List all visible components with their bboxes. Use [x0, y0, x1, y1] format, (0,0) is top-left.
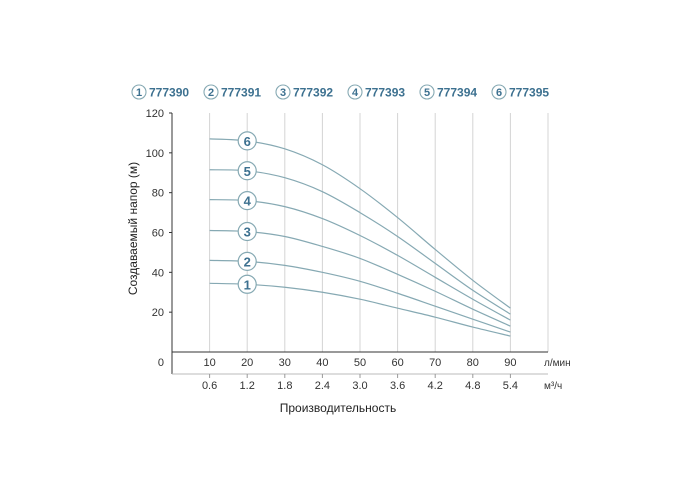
y-tick-label: 20: [152, 307, 164, 319]
curve-line-1: [209, 282, 511, 337]
curve-number-circle-5: [237, 161, 257, 181]
x2-tick-label: 0.6: [202, 380, 217, 392]
x-tick-label: 90: [504, 357, 516, 369]
x-tick-label: 50: [354, 357, 366, 369]
legend-number: 6: [496, 87, 502, 99]
legend-number-circle-6: [491, 84, 507, 100]
grid-layer: [209, 113, 549, 352]
legend-number: 5: [424, 87, 430, 99]
x-tick-label: 10: [203, 357, 215, 369]
y-tick-label: 100: [146, 148, 164, 160]
curve-line-5: [209, 169, 511, 315]
legend-number-circle-1: [131, 84, 147, 100]
curve-number-circle-2: [237, 251, 257, 271]
legend-series-name: 777392: [293, 86, 333, 100]
curve-number-circle-6: [237, 131, 257, 151]
legend-number: 1: [136, 87, 142, 99]
curve-number-label: 2: [244, 254, 251, 269]
curve-line-3: [209, 229, 511, 327]
x2-tick-label: 4.8: [465, 380, 480, 392]
legend-number-circle-5: [419, 84, 435, 100]
legend-number-circle-2: [203, 84, 219, 100]
legend-number-circle-3: [275, 84, 291, 100]
legend-series-name: 777393: [365, 86, 405, 100]
legend-number-circle-4: [347, 84, 363, 100]
curve-line-2: [209, 259, 511, 333]
x-tick-label: 80: [467, 357, 479, 369]
origin-label: 0: [158, 357, 164, 369]
y-tick-label: 60: [152, 228, 164, 240]
curve-line-6: [209, 138, 511, 309]
axis-text-layer: 120 100 80 60 40 20 0 10 20 30 40 50 60 70 80 90 0.6 1.2 1…: [126, 108, 571, 415]
curve-number-circle-1: [237, 274, 257, 294]
legend: 1 777390 2 777391 3 777392 4 777393 5 777394 6 7773…: [131, 84, 549, 100]
legend-number: 3: [280, 87, 286, 99]
curve-line-4: [209, 199, 511, 321]
y-tick-label: 40: [152, 267, 164, 279]
legend-series-name: 777394: [437, 86, 477, 100]
x-tick-label: 20: [241, 357, 253, 369]
x-unit-primary: л/мин: [544, 358, 571, 369]
x-tick-label: 40: [316, 357, 328, 369]
curve-number-label: 1: [244, 277, 251, 292]
legend-series-name: 777395: [509, 86, 549, 100]
x-tick-label: 60: [391, 357, 403, 369]
x2-tick-label: 2.4: [315, 380, 330, 392]
x-axis-title: Производительность: [280, 401, 396, 415]
axis-layer: [169, 112, 548, 378]
curve-label-layer: 1 2 3 4 5 6: [237, 131, 257, 294]
x2-tick-label: 1.8: [277, 380, 292, 392]
x2-tick-label: 3.6: [390, 380, 405, 392]
y-tick-label: 80: [152, 188, 164, 200]
legend-series-name: 777391: [221, 86, 261, 100]
legend-series-name: 777390: [149, 86, 189, 100]
curve-number-label: 6: [244, 134, 251, 149]
curve-layer: [209, 138, 511, 337]
legend-number: 4: [352, 87, 359, 99]
y-axis-title: Создаваемый напор (м): [126, 162, 140, 295]
curve-number-label: 5: [244, 164, 251, 179]
x2-tick-label: 1.2: [240, 380, 255, 392]
y-tick-label: 120: [146, 108, 164, 120]
x-tick-label: 70: [429, 357, 441, 369]
curve-number-circle-4: [237, 191, 257, 211]
x-tick-label: 30: [279, 357, 291, 369]
x2-tick-label: 4.2: [428, 380, 443, 392]
x2-tick-label: 3.0: [352, 380, 367, 392]
curve-number-label: 4: [244, 194, 252, 209]
curve-number-label: 3: [244, 225, 251, 240]
curve-number-circle-3: [237, 221, 257, 242]
x-unit-secondary: м³/ч: [544, 381, 562, 392]
x2-tick-label: 5.4: [503, 380, 518, 392]
legend-number: 2: [208, 87, 214, 99]
